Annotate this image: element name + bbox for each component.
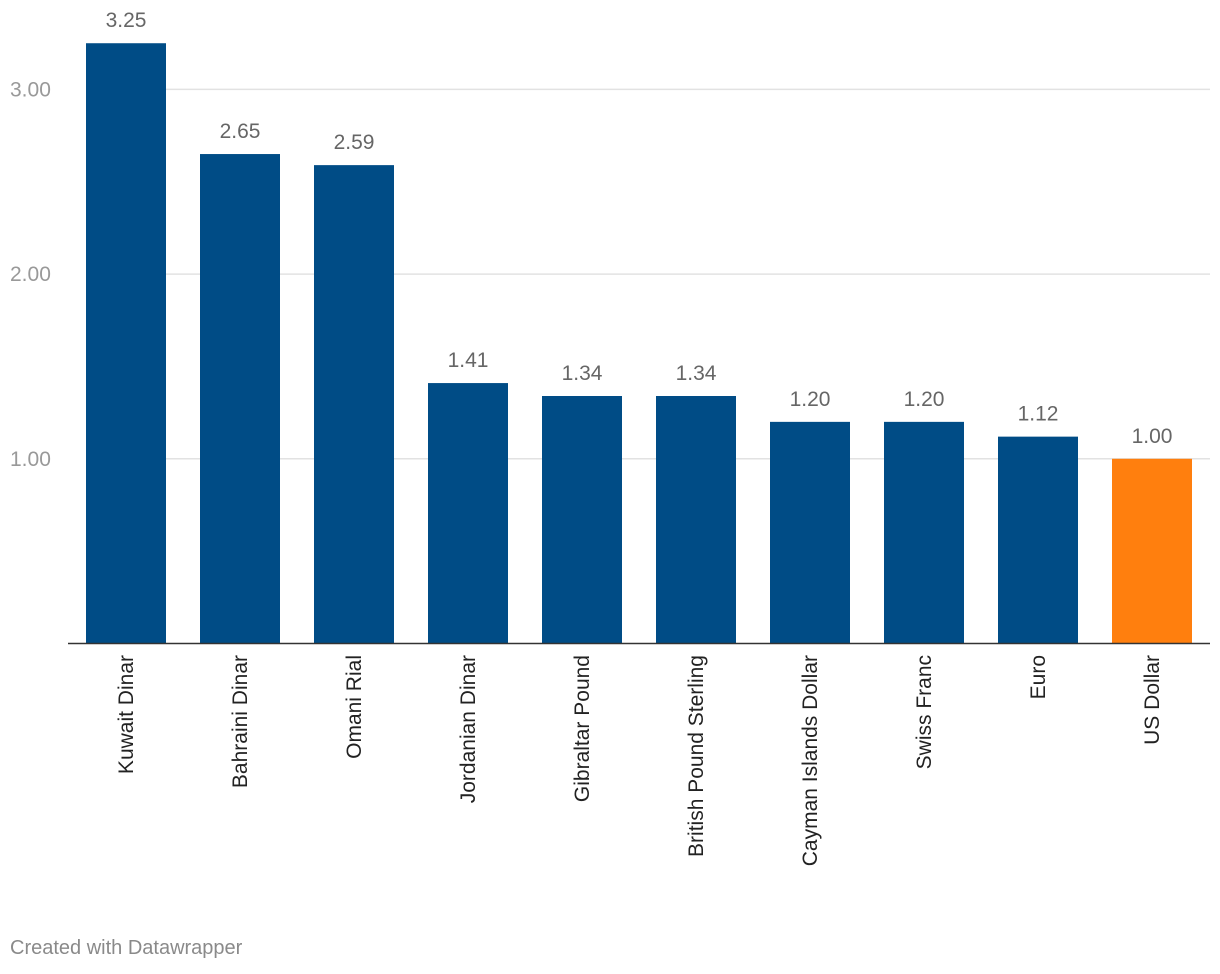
y-tick-label: 3.00 — [10, 78, 51, 101]
y-axis-ticks: 1.00 2.00 3.00 — [10, 78, 51, 470]
x-category-label: Kuwait Dinar — [115, 655, 138, 774]
x-category-label: Jordanian Dinar — [457, 655, 480, 803]
bar-value-label: 1.34 — [676, 362, 717, 385]
bar — [86, 43, 166, 644]
datawrapper-credit: Created with Datawrapper — [10, 937, 243, 959]
bar-value-label: 2.65 — [220, 120, 261, 143]
bar — [314, 165, 394, 644]
x-category-label: Omani Rial — [343, 655, 366, 759]
bar — [428, 383, 508, 644]
bar — [884, 421, 964, 644]
y-tick-label: 2.00 — [10, 263, 51, 286]
bar-value-label: 3.25 — [106, 9, 147, 32]
y-tick-label: 1.00 — [10, 448, 51, 471]
x-category-label: Bahraini Dinar — [229, 655, 252, 788]
bar-value-label: 2.59 — [334, 131, 375, 154]
x-category-label: US Dollar — [1141, 655, 1164, 745]
bar-value-label: 1.20 — [790, 388, 831, 411]
x-category-label: British Pound Sterling — [685, 655, 708, 857]
x-category-label: Cayman Islands Dollar — [799, 655, 822, 866]
x-category-label: Euro — [1027, 655, 1050, 699]
category-labels: Kuwait Dinar Bahraini Dinar Omani Rial Jord… — [115, 655, 1164, 866]
bar — [656, 396, 736, 644]
bar-value-label: 1.00 — [1132, 425, 1173, 448]
bar — [770, 421, 850, 644]
bar — [998, 436, 1078, 644]
bar — [1112, 458, 1192, 644]
bar — [200, 154, 280, 644]
x-category-label: Swiss Franc — [913, 655, 936, 769]
bar-value-label: 1.34 — [562, 362, 603, 385]
bar-value-label: 1.41 — [448, 349, 489, 372]
bar-chart: 1.00 2.00 3.00 3.25 2.65 2.59 1.41 1.34 1.34 1.2… — [10, 9, 1210, 866]
bars — [86, 43, 1192, 644]
bar — [542, 396, 622, 644]
value-labels: 3.25 2.65 2.59 1.41 1.34 1.34 1.20 1.20 1.12 1.00 — [106, 9, 1173, 448]
bar-value-label: 1.20 — [904, 388, 945, 411]
x-category-label: Gibraltar Pound — [571, 655, 594, 802]
bar-value-label: 1.12 — [1018, 403, 1059, 426]
